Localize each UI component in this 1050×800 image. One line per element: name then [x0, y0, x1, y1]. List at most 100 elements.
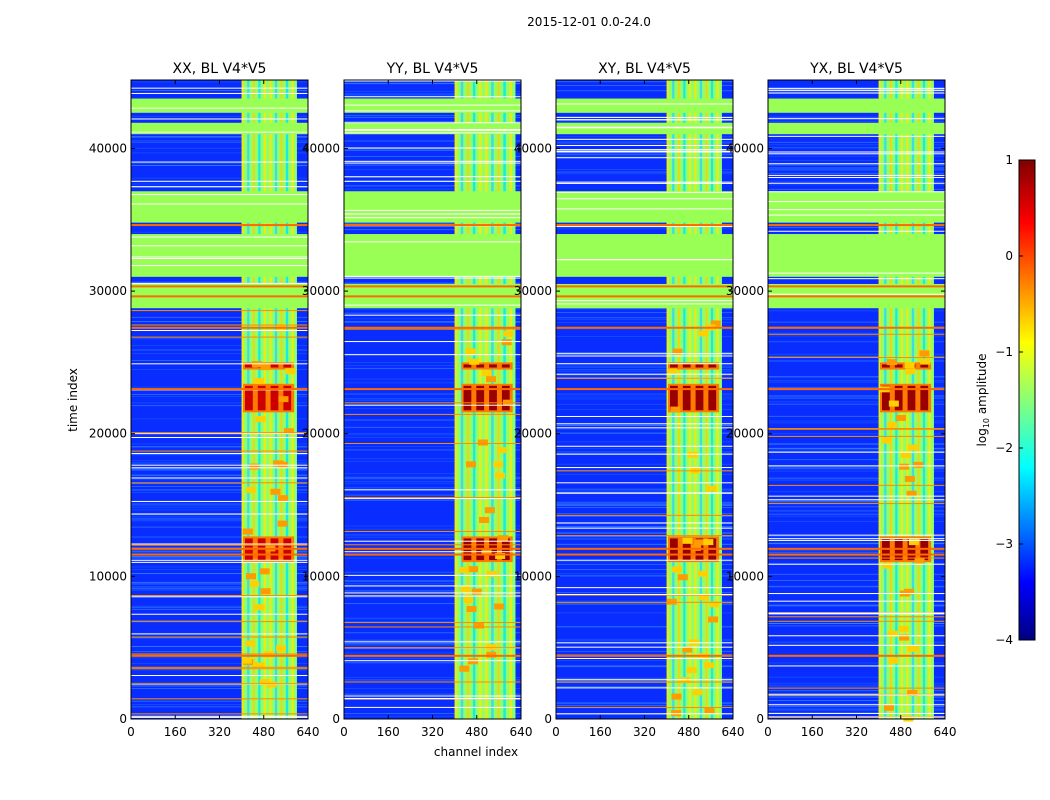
time-line [768, 534, 945, 536]
speckle-line [344, 185, 521, 187]
peak-block [501, 364, 510, 368]
speckle-line [556, 319, 733, 320]
speckle-line [556, 505, 733, 506]
flagged-range [768, 191, 945, 223]
time-line [768, 118, 945, 120]
time-line [344, 442, 521, 444]
speckle-line [556, 136, 733, 138]
speckle-line [131, 516, 308, 518]
time-line [768, 613, 945, 615]
amplitude-patch [919, 350, 930, 357]
amplitude-patch [245, 486, 256, 493]
time-line [344, 592, 521, 594]
time-line [344, 96, 521, 98]
speckle-line [768, 555, 945, 557]
amplitude-patch [494, 603, 505, 610]
time-line [131, 180, 308, 182]
speckle-line [344, 461, 521, 462]
time-line [131, 107, 308, 109]
speckle-line [131, 646, 308, 647]
speckle-line [344, 148, 521, 150]
time-line [768, 712, 945, 714]
amplitude-patch [486, 570, 497, 577]
speckle-line [768, 580, 945, 581]
speckle-line [344, 400, 521, 401]
speckle-line [344, 117, 521, 118]
amplitude-patch [904, 362, 915, 369]
time-line [556, 423, 733, 425]
speckle-line [131, 489, 308, 491]
speckle-line [131, 183, 308, 185]
speckle-line [768, 605, 945, 607]
speckle-line [556, 680, 733, 682]
time-line [344, 413, 521, 415]
speckle-line [131, 316, 308, 318]
speckle-line [768, 549, 945, 551]
time-line [556, 527, 733, 529]
speckle-line [556, 369, 733, 371]
speckle-line [556, 169, 733, 170]
speckle-line [556, 352, 733, 353]
speckle-line [131, 651, 308, 653]
orange-line [131, 654, 308, 657]
time-line [131, 500, 308, 502]
speckle-line [131, 446, 308, 448]
time-line [344, 304, 521, 306]
time-line [768, 333, 945, 335]
amplitude-patch [259, 679, 270, 686]
flagged-range [768, 234, 945, 277]
colorbar-tick-label: 1 [1005, 153, 1013, 167]
time-line [131, 437, 308, 439]
x-tick-label: 480 [465, 725, 488, 739]
amplitude-patch [241, 657, 252, 664]
speckle-line [344, 188, 521, 190]
time-line [768, 87, 945, 89]
time-line [556, 681, 733, 683]
speckle-line [556, 536, 733, 538]
orange-line [131, 326, 308, 329]
speckle-line [768, 422, 945, 424]
time-line [556, 482, 733, 484]
peak-block [695, 364, 704, 368]
orange-line [131, 388, 308, 391]
speckle-line [131, 396, 308, 397]
y-tick-label: 10000 [514, 569, 552, 583]
speckle-line [556, 120, 733, 121]
time-line [556, 373, 733, 375]
panel-title: YY, BL V4*V5 [386, 61, 479, 77]
speckle-line [344, 222, 521, 224]
speckle-line [768, 477, 945, 479]
speckle-line [556, 666, 733, 668]
peak-block [920, 364, 929, 368]
amplitude-patch [493, 461, 504, 468]
time-line [556, 593, 733, 595]
amplitude-patch [920, 358, 931, 365]
amplitude-patch [471, 588, 482, 595]
speckle-line [768, 642, 945, 644]
speckle-line [131, 662, 308, 664]
speckle-line [131, 152, 308, 154]
speckle-line [556, 703, 733, 704]
time-line [768, 563, 945, 565]
time-line [556, 453, 733, 455]
speckle-line [768, 710, 945, 711]
speckle-line [344, 476, 521, 478]
speckle-line [556, 394, 733, 396]
time-line [768, 557, 945, 559]
amplitude-patch [260, 364, 271, 371]
amplitude-patch [254, 662, 265, 669]
speckle-line [768, 676, 945, 678]
speckle-line [556, 312, 733, 314]
speckle-line [556, 463, 733, 465]
time-line [556, 127, 733, 129]
amplitude-patch [494, 472, 505, 479]
speckle-line [344, 528, 521, 530]
time-line [344, 641, 521, 643]
speckle-line [768, 513, 945, 515]
speckle-line [131, 685, 308, 687]
time-line [344, 277, 521, 279]
time-line [131, 310, 308, 312]
time-line [344, 402, 521, 404]
speckle-line [556, 560, 733, 562]
time-line [344, 496, 521, 498]
